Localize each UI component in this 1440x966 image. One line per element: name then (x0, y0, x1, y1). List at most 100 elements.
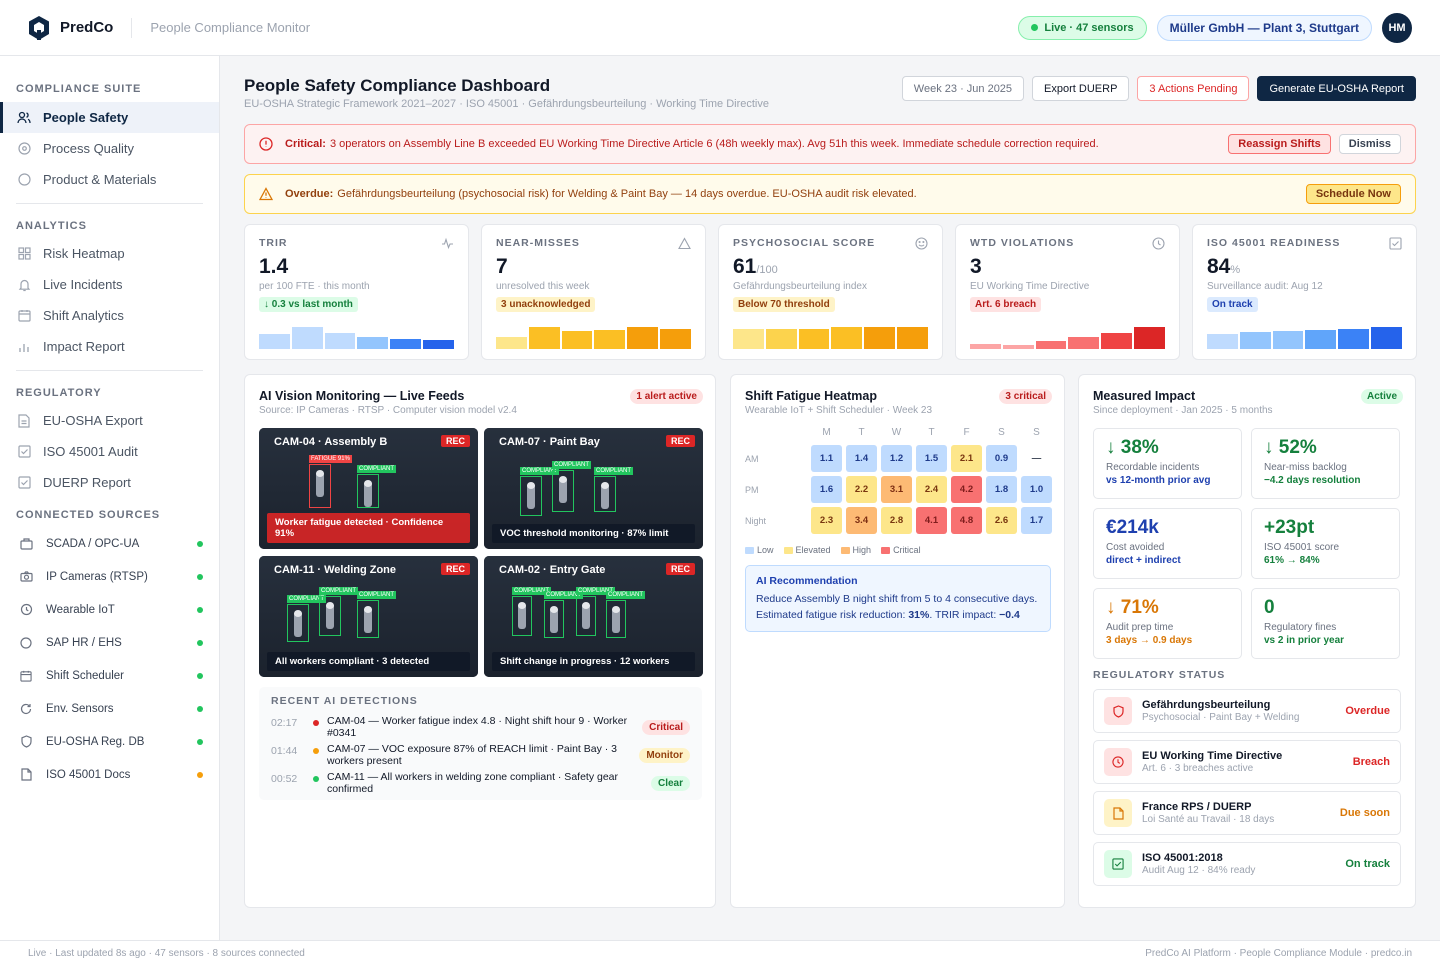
org-selector[interactable]: Müller GmbH — Plant 3, Stuttgart (1156, 14, 1372, 41)
sidebar-item-impact-report[interactable]: Impact Report (0, 331, 219, 362)
impact-card[interactable]: €214k Cost avoided direct + indirect (1093, 508, 1242, 579)
source-shift-scheduler[interactable]: Shift Scheduler (0, 659, 219, 692)
regulatory-item-wtd[interactable]: EU Working Time Directive Art. 6 · 3 brea… (1093, 740, 1401, 784)
heatmap-cell[interactable]: 3.1 (881, 476, 912, 503)
heatmap-cell[interactable]: 1.5 (916, 445, 947, 472)
schedule-now-button[interactable]: Schedule Now (1305, 184, 1401, 204)
heatmap-cell[interactable]: 2.1 (951, 445, 982, 472)
export-duerp-button[interactable]: Export DUERP (1032, 76, 1130, 101)
camera-caption: VOC threshold monitoring · 87% limit (492, 524, 695, 543)
generate-report-button[interactable]: Generate EU-OSHA Report (1257, 76, 1416, 101)
avatar[interactable]: HM (1382, 12, 1412, 43)
kpi-card-psychosocial[interactable]: PSYCHOSOCIAL SCORE 61/100 Gefährdungsbeu… (718, 224, 943, 360)
critical-alert: Critical: 3 operators on Assembly Line B … (244, 124, 1416, 164)
clock-icon (1104, 748, 1132, 776)
heatmap-cell[interactable]: 1.2 (881, 445, 912, 472)
heatmap-cell[interactable]: 2.4 (916, 476, 947, 503)
sidebar-item-risk-heatmap[interactable]: Risk Heatmap (0, 238, 219, 269)
spark-bar (259, 333, 290, 349)
sidebar-item-process-quality[interactable]: Process Quality (0, 133, 219, 164)
kpi-card-trir[interactable]: TRIR 1.4 per 100 FTE · this month ↓ 0.3 … (244, 224, 469, 360)
status-dot (197, 639, 203, 646)
heatmap-cell[interactable]: 1.4 (846, 445, 877, 472)
heatmap-cell[interactable]: 2.3 (811, 507, 842, 534)
impact-card[interactable]: ↓ 52% Near-miss backlog −4.2 days resoluti… (1251, 428, 1400, 499)
camera-feed-cam-04[interactable]: FATIGUE 91% COMPLIANT CAM-04 · Assembly … (259, 428, 478, 549)
sidebar-item-people-safety[interactable]: People Safety (0, 102, 219, 133)
status-dot (197, 540, 203, 547)
camera-icon (18, 570, 34, 584)
heatmap-cell[interactable]: 4.2 (951, 476, 982, 503)
source-label: IP Cameras (RTSP) (46, 570, 148, 583)
heatmap-cell[interactable]: 2.8 (881, 507, 912, 534)
sidebar-item-shift-analytics[interactable]: Shift Analytics (0, 300, 219, 331)
sidebar-item-live-incidents[interactable]: Live Incidents (0, 269, 219, 300)
kpi-card-iso-readiness[interactable]: ISO 45001 READINESS 84% Surveillance aud… (1192, 224, 1417, 360)
rec-badge: REC (440, 563, 470, 575)
impact-card[interactable]: 0 Regulatory fines vs 2 in prior year (1251, 588, 1400, 659)
heatmap-cell[interactable]: 4.1 (916, 507, 947, 534)
heatmap-cell[interactable]: — (1021, 445, 1052, 472)
dismiss-button[interactable]: Dismiss (1338, 134, 1401, 154)
spark-bar (798, 328, 830, 349)
heatmap-cell[interactable]: 1.8 (986, 476, 1017, 503)
actions-pending-button[interactable]: 3 Actions Pending (1137, 76, 1250, 101)
source-scada[interactable]: SCADA / OPC-UA (0, 527, 219, 560)
regulatory-status: On track (1345, 858, 1390, 870)
source-eu-osha-db[interactable]: EU-OSHA Reg. DB (0, 725, 219, 758)
reassign-shifts-button[interactable]: Reassign Shifts (1228, 134, 1331, 154)
heatmap-cell[interactable]: 1.0 (1021, 476, 1052, 503)
alert-count-badge: 1 alert active (630, 389, 703, 404)
spark-bar (324, 332, 356, 349)
brand[interactable]: PredCo (28, 15, 113, 41)
regulatory-sub: Audit Aug 12 · 84% ready (1142, 865, 1256, 876)
footer-status: Live · Last updated 8s ago · 47 sensors … (28, 948, 305, 959)
source-sap-hr[interactable]: SAP HR / EHS (0, 626, 219, 659)
critical-count-badge: 3 critical (999, 389, 1052, 404)
heatmap-cell[interactable]: 1.7 (1021, 507, 1052, 534)
impact-card[interactable]: +23pt ISO 45001 score 61% → 84% (1251, 508, 1400, 579)
regulatory-item-iso-45001[interactable]: ISO 45001:2018 Audit Aug 12 · 84% ready O… (1093, 842, 1401, 886)
detection-row[interactable]: 02:17 CAM-04 — Worker fatigue index 4.8 … (271, 715, 690, 739)
heatmap-cell[interactable]: 3.4 (846, 507, 877, 534)
detection-row[interactable]: 01:44 CAM-07 — VOC exposure 87% of REACH… (271, 743, 690, 767)
camera-feed-cam-11[interactable]: COMPLIANT COMPLIANT COMPLIANT CAM-11 · W… (259, 556, 478, 677)
heatmap-cell[interactable]: 0.9 (986, 445, 1017, 472)
heatmap-cell[interactable]: 2.2 (846, 476, 877, 503)
impact-panel: Measured Impact Since deployment · Jan 2… (1078, 374, 1416, 908)
source-wearable-iot[interactable]: Wearable IoT (0, 593, 219, 626)
source-ip-cameras[interactable]: IP Cameras (RTSP) (0, 560, 219, 593)
camera-feed-cam-07[interactable]: COMPLIANT COMPLIANT COMPLIANT CAM-07 · P… (484, 428, 703, 549)
source-env-sensors[interactable]: Env. Sensors (0, 692, 219, 725)
heatmap-cell[interactable]: 4.8 (951, 507, 982, 534)
status-dot (197, 738, 203, 745)
severity-badge: Critical (642, 720, 690, 735)
regulatory-item-duerp[interactable]: France RPS / DUERP Loi Santé au Travail ·… (1093, 791, 1401, 835)
regulatory-item-gefaehrdung[interactable]: Gefährdungsbeurteilung Psychosocial · Pai… (1093, 689, 1401, 733)
page-subtitle: EU-OSHA Strategic Framework 2021–2027 · … (244, 98, 769, 110)
sidebar-item-iso-45001-audit[interactable]: ISO 45001 Audit (0, 436, 219, 467)
heatmap-cell[interactable]: 2.6 (986, 507, 1017, 534)
source-iso-45001-docs[interactable]: ISO 45001 Docs (0, 758, 219, 791)
checkbox-icon (16, 444, 32, 460)
sidebar-item-label: Process Quality (43, 141, 135, 156)
heatmap-cell[interactable]: 1.6 (811, 476, 842, 503)
camera-feed-cam-02[interactable]: COMPLIANT COMPLIANT COMPLIANT COMPLIANT … (484, 556, 703, 677)
week-selector[interactable]: Week 23 · Jun 2025 (901, 76, 1025, 101)
sidebar-item-product-materials[interactable]: Product & Materials (0, 164, 219, 195)
detection-box: COMPLIANT (357, 465, 397, 508)
sidebar-item-duerp-report[interactable]: DUERP Report (0, 467, 219, 498)
detection-row[interactable]: 00:52 CAM-11 — All workers in welding zo… (271, 771, 690, 795)
alert-label: Overdue: (285, 188, 334, 200)
sidebar-item-eu-osha-export[interactable]: EU-OSHA Export (0, 405, 219, 436)
source-label: Shift Scheduler (46, 669, 124, 682)
kpi-label: ISO 45001 READINESS (1207, 237, 1341, 249)
kpi-card-near-misses[interactable]: NEAR-MISSES 7 unresolved this week 3 una… (481, 224, 706, 360)
impact-card[interactable]: ↓ 38% Recordable incidents vs 12-month pri… (1093, 428, 1242, 499)
kpi-card-wtd-violations[interactable]: WTD VIOLATIONS 3 EU Working Time Directi… (955, 224, 1180, 360)
live-status-pill[interactable]: Live · 47 sensors (1018, 15, 1147, 40)
impact-card[interactable]: ↓ 71% Audit prep time 3 days → 0.9 days (1093, 588, 1242, 659)
checkbox-icon (16, 475, 32, 491)
alert-text: 3 operators on Assembly Line B exceeded … (329, 138, 1099, 150)
heatmap-cell[interactable]: 1.1 (811, 445, 842, 472)
